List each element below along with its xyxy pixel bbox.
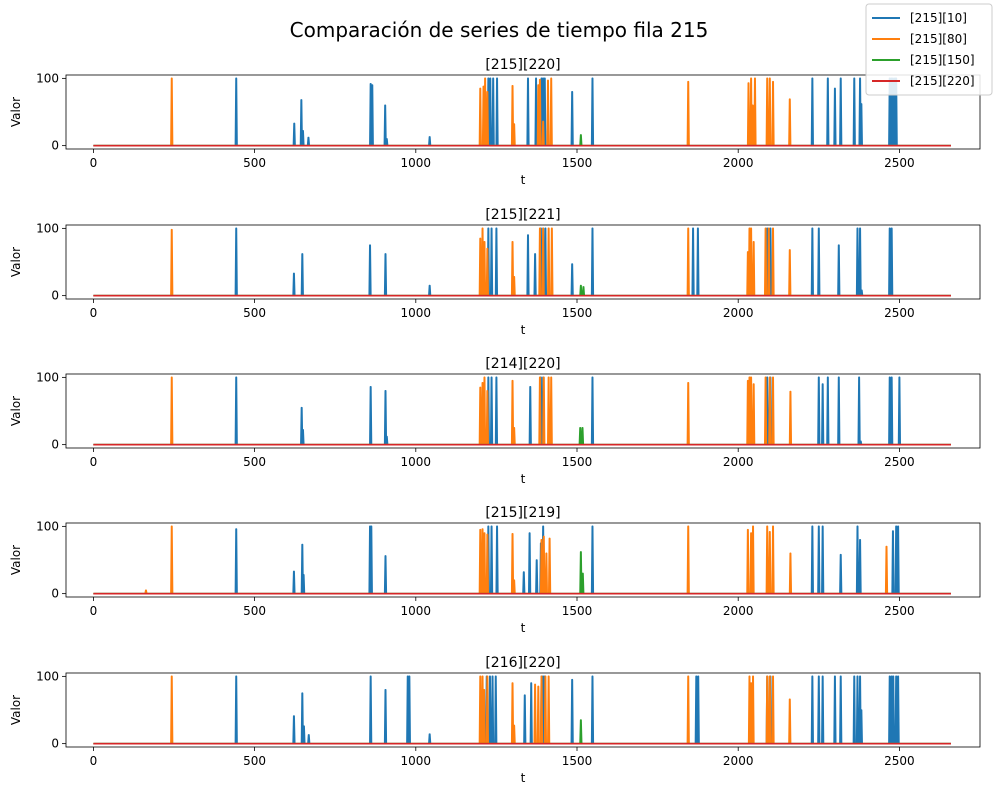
x-axis-label: t [521,621,526,635]
x-tick-label: 1000 [401,455,432,469]
subplot-title: [216][220] [485,655,560,671]
series-line [93,525,951,595]
x-tick-label: 0 [90,306,98,320]
legend: [215][10] [215][80] [215][150] [215][220] [865,3,993,96]
x-tick-label: 500 [243,754,266,768]
x-tick-label: 500 [243,156,266,170]
x-tick-label: 0 [90,455,98,469]
y-axis-label: Valor [9,695,23,725]
subplot: [214][220] 0 500 1000 1500 2000 2500 0 100 t Valor [9,356,981,486]
y-axis-label: Valor [9,396,23,426]
subplot-title: [214][220] [485,356,560,372]
plot-frame [65,522,981,598]
series-line [93,675,951,745]
series-line [93,134,951,147]
x-axis-label: t [521,323,526,337]
x-tick-label: 2500 [884,604,915,618]
x-tick-label: 2500 [884,156,915,170]
subplot: [215][220] 0 500 1000 1500 2000 2500 0 100 t Valor [9,57,981,187]
x-tick-label: 2500 [884,455,915,469]
subplot: [215][219] 0 500 1000 1500 2000 2500 0 100 t Valor [9,505,981,635]
x-tick-label: 2500 [884,754,915,768]
x-axis-label: t [521,472,526,486]
y-axis-label: Valor [9,545,23,575]
x-tick-label: 1500 [562,306,593,320]
x-tick-label: 2500 [884,306,915,320]
y-tick-label: 100 [36,71,59,85]
plot-frame [65,224,981,300]
y-axis-label: Valor [9,97,23,127]
legend-entry: [215][150] [910,53,975,67]
y-tick-label: 100 [36,221,59,235]
plot-frame [65,672,981,748]
x-tick-label: 1000 [401,604,432,618]
x-tick-label: 0 [90,604,98,618]
x-tick-label: 2000 [723,455,754,469]
legend-entry: [215][10] [910,11,967,25]
legend-entry: [215][80] [910,32,967,46]
series-line [93,284,951,297]
x-tick-label: 1500 [562,604,593,618]
legend-frame [865,3,993,96]
y-tick-label: 0 [51,587,59,601]
y-tick-label: 0 [51,289,59,303]
figure-title: Comparación de series de tiempo fila 215 [290,18,709,42]
series-line [93,227,951,297]
x-tick-label: 2000 [723,306,754,320]
x-tick-label: 1500 [562,754,593,768]
x-tick-label: 500 [243,455,266,469]
x-tick-label: 0 [90,754,98,768]
x-tick-label: 0 [90,156,98,170]
series-line [93,77,951,147]
plot-frame [65,74,981,150]
series-line [93,525,951,595]
y-tick-label: 0 [51,737,59,751]
x-axis-label: t [521,173,526,187]
subplot: [215][221] 0 500 1000 1500 2000 2500 0 100 t Valor [9,207,981,337]
series-line [93,227,951,297]
subplot-title: [215][220] [485,57,560,73]
y-tick-label: 100 [36,370,59,384]
x-tick-label: 2000 [723,604,754,618]
subplot: [216][220] 0 500 1000 1500 2000 2500 0 100 t Valor [9,655,981,785]
series-line [93,376,951,446]
y-tick-label: 100 [36,669,59,683]
x-tick-label: 500 [243,604,266,618]
x-axis-label: t [521,771,526,785]
x-tick-label: 1000 [401,306,432,320]
subplots: [215][220]0 500 1000 1500 2000 25000100tValor… [9,57,981,785]
y-tick-label: 0 [51,438,59,452]
x-tick-label: 1000 [401,754,432,768]
y-axis-label: Valor [9,247,23,277]
y-tick-label: 0 [51,139,59,153]
x-tick-label: 500 [243,306,266,320]
subplot-title: [215][221] [485,207,560,223]
x-tick-label: 2000 [723,754,754,768]
subplot-title: [215][219] [485,505,560,521]
x-tick-label: 1500 [562,455,593,469]
x-tick-label: 2000 [723,156,754,170]
plot-frame [65,373,981,449]
x-tick-label: 1000 [401,156,432,170]
legend-entry: [215][220] [910,74,975,88]
x-tick-label: 1500 [562,156,593,170]
y-tick-label: 100 [36,519,59,533]
series-line [93,77,951,147]
